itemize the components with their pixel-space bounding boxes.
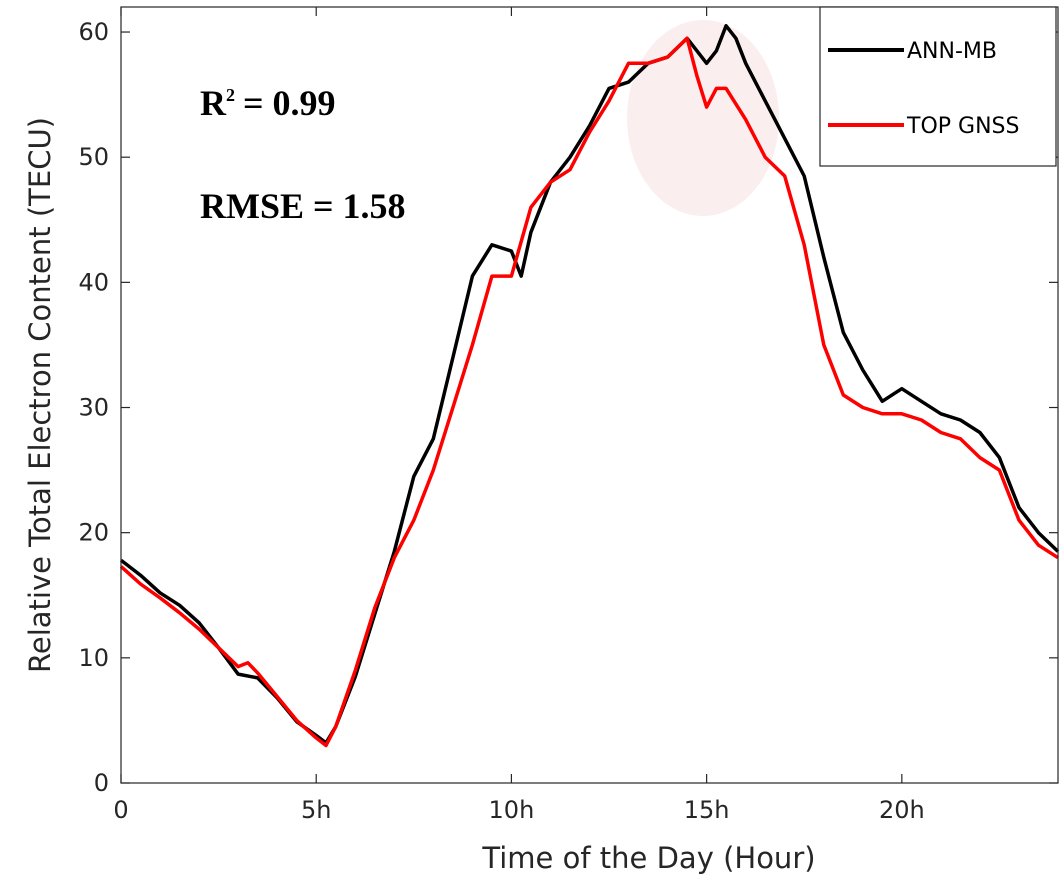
legend-label-top-gnss: TOP GNSS [906,114,1019,139]
y-tick-label: 30 [78,394,109,422]
x-tick-label: 5h [301,796,331,824]
peak-highlight-ellipse [627,20,779,216]
rmse-label: RMSE = 1.58 [200,186,406,226]
legend-box [819,6,1057,167]
x-axis-label: Time of the Day (Hour) [481,841,815,875]
tick-layer: 0 5h 10h 15h 20h 0 10 20 30 40 50 60 [78,7,1058,824]
legend-label-ann-mb: ANN-MB [907,39,997,64]
r-squared-label: R2 = 0.99 [200,83,336,123]
r-squared-superscript: 2 [226,85,235,105]
legend: ANN-MB TOP GNSS [819,6,1057,167]
y-tick-label: 20 [78,519,109,547]
plot-frame [120,6,1059,784]
y-tick-label: 50 [78,143,109,171]
y-tick-label: 40 [78,268,109,296]
series-layer [119,24,1060,748]
x-tick-label: 0 [113,796,128,824]
x-tick-label: 20h [879,796,925,824]
y-tick-label: 0 [94,769,109,797]
x-tick-label: 15h [684,796,730,824]
r-squared-value: = 0.99 [243,83,336,123]
r-squared-base: R [200,83,227,123]
x-tick-label: 10h [489,796,535,824]
y-tick-label: 10 [78,644,109,672]
series-line-top-gnss [119,36,1059,748]
y-axis-label: Relative Total Electron Content (TECU) [23,117,57,673]
y-tick-label: 60 [78,18,109,46]
stats-annotation: R2 = 0.99 RMSE = 1.58 [200,83,406,226]
